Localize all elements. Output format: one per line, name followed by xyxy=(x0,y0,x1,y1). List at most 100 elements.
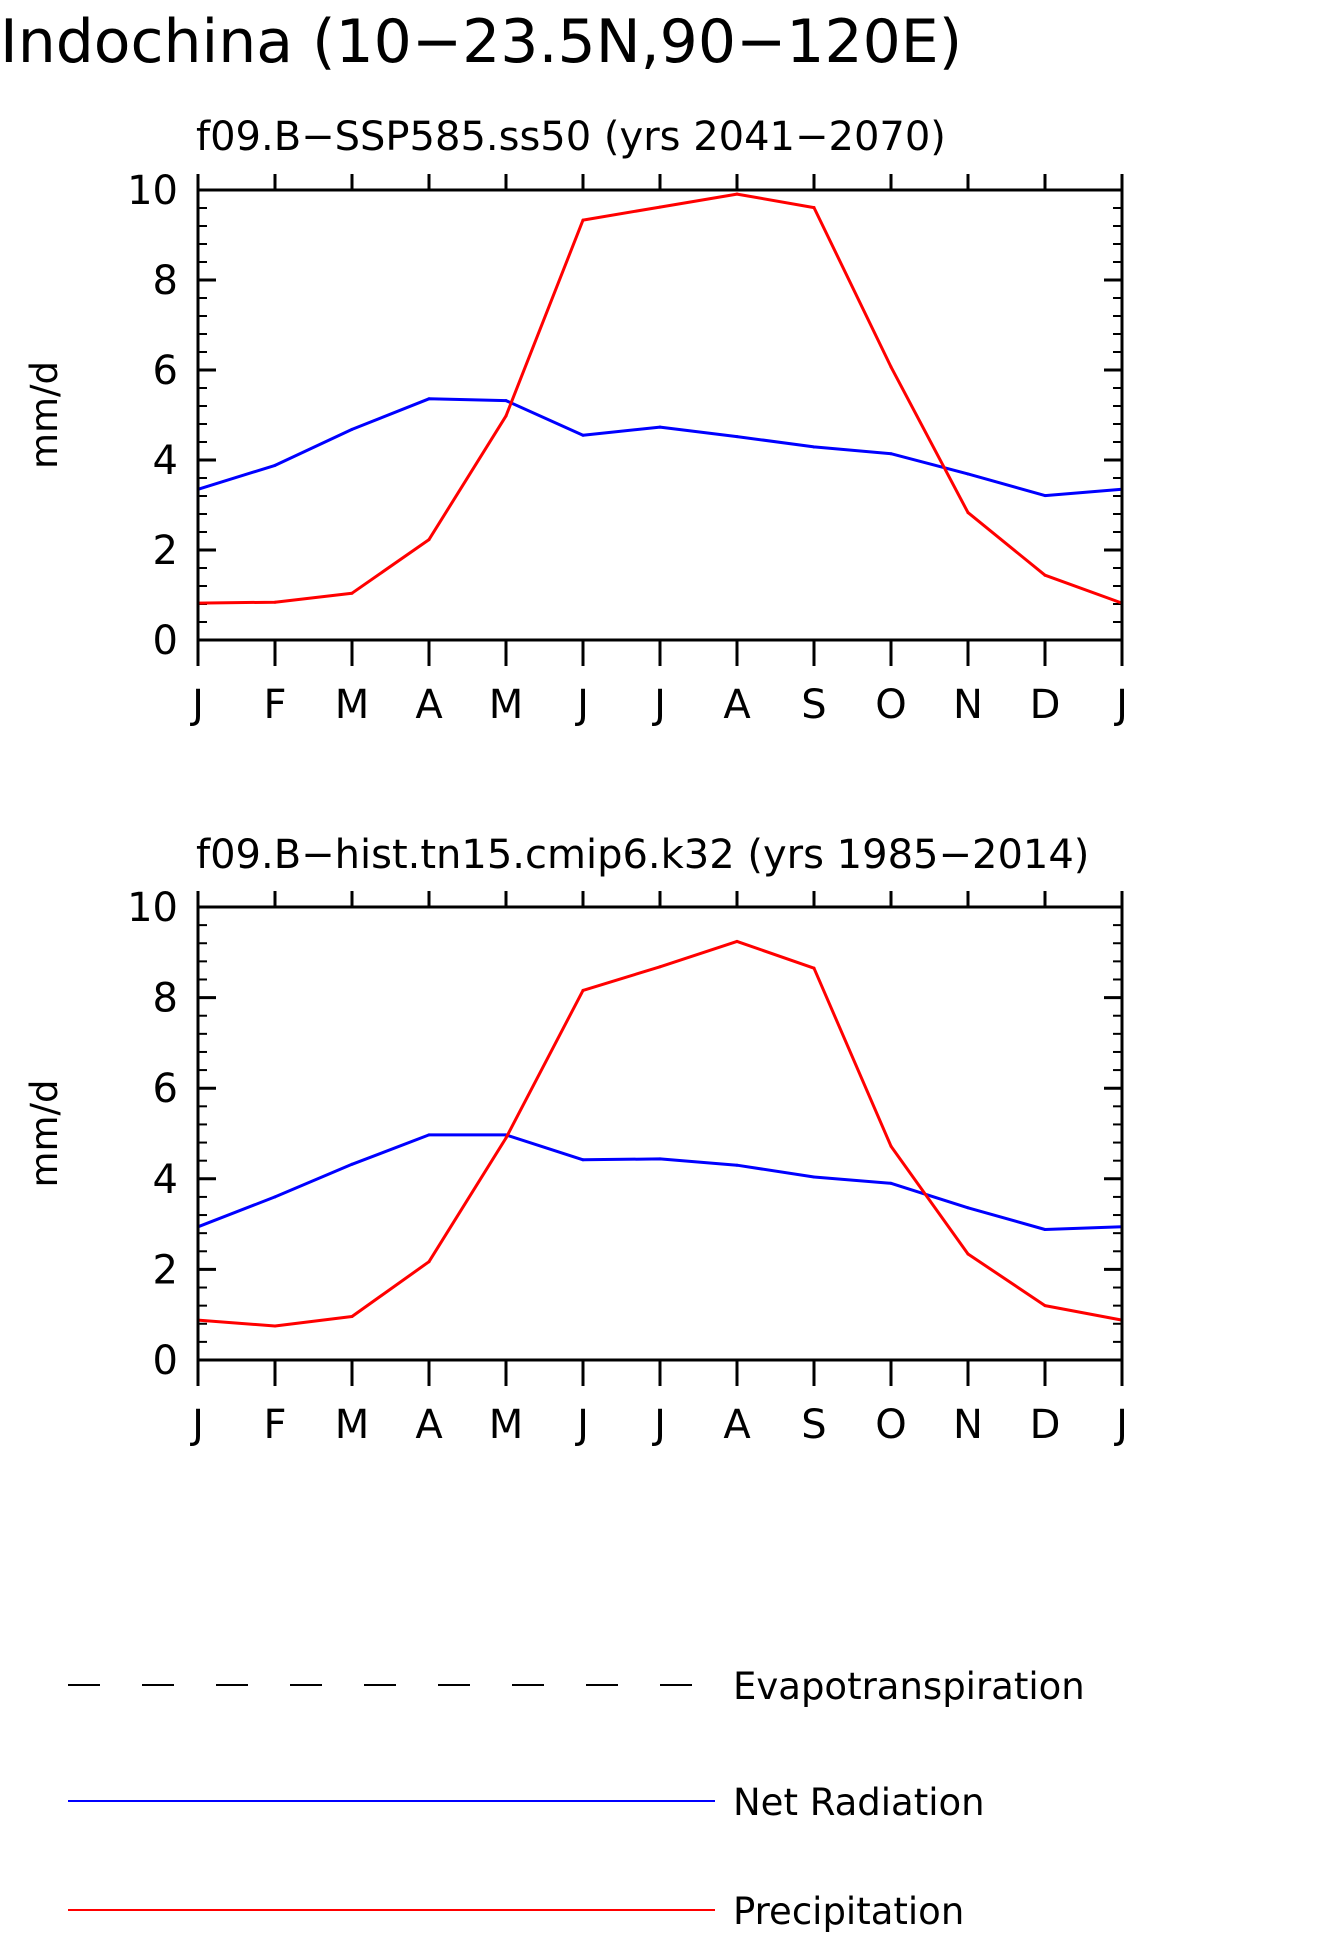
x-tick-label: J xyxy=(574,1402,589,1448)
y-tick-label: 6 xyxy=(153,348,178,394)
data-point-net-radiation xyxy=(427,397,431,401)
x-tick-label: J xyxy=(574,682,589,728)
x-tick-label: N xyxy=(953,1402,983,1448)
x-tick-label: F xyxy=(263,682,286,728)
plot-frame xyxy=(196,905,1124,1362)
legend-item-precipitation: Precipitation xyxy=(68,1890,964,1933)
data-point-precipitation xyxy=(812,206,816,210)
data-point-precipitation xyxy=(1043,1304,1047,1308)
series-line-precipitation xyxy=(197,939,1123,1328)
data-point-net-radiation xyxy=(658,1157,662,1161)
x-tick-label: S xyxy=(801,682,826,728)
data-point-precipitation xyxy=(658,965,662,969)
y-tick-label: 0 xyxy=(153,618,178,664)
data-point-net-radiation xyxy=(581,1158,585,1162)
data-point-net-radiation xyxy=(735,1163,739,1167)
legend-label: Net Radiation xyxy=(733,1781,985,1824)
y-tick-label: 0 xyxy=(153,1338,178,1384)
x-tick-label: F xyxy=(263,1402,286,1448)
data-point-net-radiation xyxy=(273,1195,277,1199)
y-tick-label: 6 xyxy=(153,1066,178,1112)
data-point-precipitation xyxy=(735,192,739,196)
data-point-net-radiation xyxy=(812,445,816,449)
x-tick-label: A xyxy=(723,682,751,728)
series-line-precipitation xyxy=(197,192,1123,605)
legend-item-evapotranspiration: Evapotranspiration xyxy=(68,1665,1085,1708)
y-axis-label: mm/d xyxy=(23,361,66,469)
data-point-net-radiation xyxy=(1043,494,1047,498)
y-tick-label: 4 xyxy=(153,1157,178,1203)
legend-label: Evapotranspiration xyxy=(733,1665,1085,1708)
x-tick-label: J xyxy=(1113,1402,1128,1448)
data-point-precipitation xyxy=(581,218,585,222)
x-tick-label: S xyxy=(801,1402,826,1448)
legend-item-net-radiation: Net Radiation xyxy=(68,1781,985,1824)
x-tick-label: D xyxy=(1030,1402,1061,1448)
y-tick-label: 10 xyxy=(127,885,178,931)
data-point-net-radiation xyxy=(966,1206,970,1210)
series-lines xyxy=(196,939,1124,1328)
x-tick-label: N xyxy=(953,682,983,728)
data-point-precipitation xyxy=(504,414,508,418)
data-point-net-radiation xyxy=(735,435,739,439)
chart-title: f09.B−SSP585.ss50 (yrs 2041−2070) xyxy=(196,114,946,160)
chart-title: f09.B−hist.tn15.cmip6.k32 (yrs 1985−2014… xyxy=(196,832,1089,878)
x-tick-label: O xyxy=(875,1402,906,1448)
x-tick-label: A xyxy=(723,1402,751,1448)
series-line-net-radiation xyxy=(197,1133,1123,1231)
data-point-net-radiation xyxy=(889,452,893,456)
y-tick-label: 4 xyxy=(153,438,178,484)
data-point-net-radiation xyxy=(350,1162,354,1166)
data-point-precipitation xyxy=(658,205,662,209)
x-tick-label: A xyxy=(415,682,443,728)
data-point-precipitation xyxy=(889,1144,893,1148)
data-point-precipitation xyxy=(427,538,431,542)
data-point-net-radiation xyxy=(658,425,662,429)
legend-label: Precipitation xyxy=(733,1890,964,1933)
x-tick-label: J xyxy=(651,1402,666,1448)
y-axis-label: mm/d xyxy=(23,1079,66,1187)
series-line-net-radiation xyxy=(197,397,1123,498)
x-tick-label: M xyxy=(489,682,524,728)
y-tick-label: 10 xyxy=(127,168,178,214)
data-point-precipitation xyxy=(889,365,893,369)
y-tick-label: 8 xyxy=(153,258,178,304)
data-point-precipitation xyxy=(966,511,970,515)
x-tick-label: J xyxy=(189,1402,204,1448)
data-point-precipitation xyxy=(350,1315,354,1319)
data-point-net-radiation xyxy=(427,1133,431,1137)
data-point-net-radiation xyxy=(581,433,585,437)
x-tick-label: J xyxy=(651,682,666,728)
y-tick-label: 2 xyxy=(153,1247,178,1293)
data-point-net-radiation xyxy=(1043,1228,1047,1232)
data-point-net-radiation xyxy=(966,472,970,476)
data-point-precipitation xyxy=(504,1136,508,1140)
chart-panel-ssp585: f09.B−SSP585.ss50 (yrs 2041−2070) mm/d 0… xyxy=(23,114,1128,728)
data-point-precipitation xyxy=(735,939,739,943)
legend: Evapotranspiration Net Radiation Precipi… xyxy=(68,1665,1085,1933)
data-point-precipitation xyxy=(966,1252,970,1256)
x-tick-label: M xyxy=(335,682,370,728)
data-point-net-radiation xyxy=(889,1181,893,1185)
x-tick-label: M xyxy=(335,1402,370,1448)
data-point-net-radiation xyxy=(350,427,354,431)
chart-panel-historical: f09.B−hist.tn15.cmip6.k32 (yrs 1985−2014… xyxy=(23,832,1128,1448)
data-point-precipitation xyxy=(273,1324,277,1328)
data-point-precipitation xyxy=(581,988,585,992)
data-point-net-radiation xyxy=(812,1175,816,1179)
y-tick-label: 2 xyxy=(153,528,178,574)
data-point-precipitation xyxy=(812,966,816,970)
x-tick-label: J xyxy=(189,682,204,728)
data-point-net-radiation xyxy=(273,463,277,467)
series-lines xyxy=(196,192,1124,605)
data-point-precipitation xyxy=(1043,573,1047,577)
x-tick-label: A xyxy=(415,1402,443,1448)
x-tick-label: M xyxy=(489,1402,524,1448)
data-point-precipitation xyxy=(350,591,354,595)
x-tick-label: D xyxy=(1030,682,1061,728)
figure-title: Indochina (10−23.5N,90−120E) xyxy=(0,7,962,77)
plot-frame xyxy=(196,188,1124,642)
